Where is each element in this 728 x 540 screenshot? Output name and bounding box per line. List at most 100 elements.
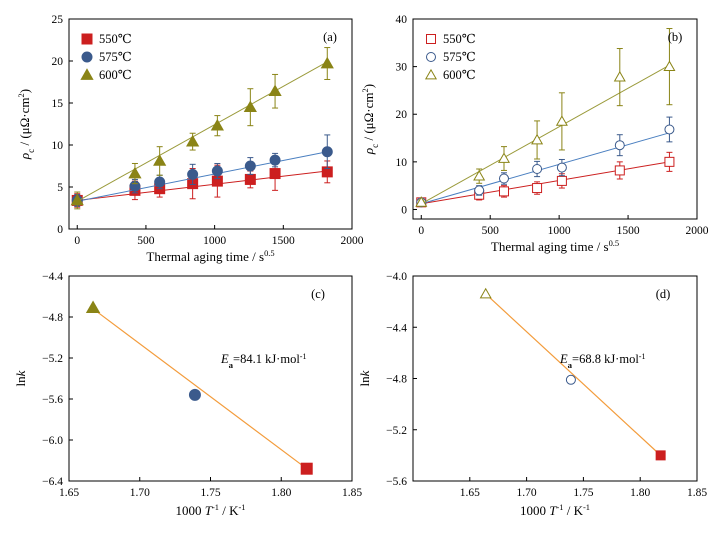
data-point-p1-1-5 xyxy=(614,140,625,151)
y-tick-label-p1-2-part: 20 xyxy=(396,109,408,121)
x-tick-label-p1-4: 2000 xyxy=(686,225,709,237)
data-point-p0-2-6 xyxy=(268,84,282,97)
legend-label-p0-1-part: 575℃ xyxy=(99,50,132,64)
data-point-p1-1-3 xyxy=(532,164,543,174)
x-tick-label-p0-1: 500 xyxy=(137,235,155,247)
y-tick-label-p0-1-part: 5 xyxy=(57,182,63,194)
x-tick-label-p3-2: 1.75 xyxy=(573,487,593,499)
y-tick-label-p0-2: 10 xyxy=(52,140,64,152)
data-point-p1-2-2 xyxy=(497,152,511,163)
legend-label-p0-2-part: 600℃ xyxy=(99,68,132,82)
y-tick-label-p3-1: −5.2 xyxy=(386,425,407,437)
y-tick-label-p2-5-part: −4.4 xyxy=(42,271,63,283)
y-tick-label-p2-4: −4.8 xyxy=(42,312,63,324)
y-tick-label-p1-3: 30 xyxy=(396,62,408,74)
y-axis-label-p0-part: c xyxy=(26,149,36,153)
y-axis-label-p1-part: ) xyxy=(361,84,376,88)
y-tick-label-p1-0: 0 xyxy=(401,204,407,216)
x-tick-label-p0-3: 1500 xyxy=(272,235,295,247)
y-tick-label-p1-4-part: 40 xyxy=(396,14,408,26)
legend-label-p1-2-part: 600℃ xyxy=(443,68,476,82)
legend-marker-p1-1 xyxy=(426,52,436,62)
data-point-p1-2-0 xyxy=(415,196,428,207)
y-tick-label-p2-0-part: −6.4 xyxy=(42,476,63,488)
x-tick-label-p2-4-part: 1.85 xyxy=(342,487,362,499)
x-tick-label-p2-2-part: 1.75 xyxy=(200,487,220,499)
y-axis-label-p1-part: ρ xyxy=(361,148,376,155)
x-axis-label-p2: 1000 T-1 / K-1 xyxy=(175,502,245,518)
y-tick-label-p1-2: 20 xyxy=(396,109,408,121)
y-tick-label-p0-5: 25 xyxy=(52,14,64,26)
x-tick-label-p3-3: 1.80 xyxy=(630,487,650,499)
legend-marker-p0-1 xyxy=(81,51,93,63)
data-point-p0-1-7 xyxy=(321,146,333,158)
data-point-p0-2-1 xyxy=(128,166,142,179)
plot-frame-p1 xyxy=(412,18,698,220)
legend-marker-p0-0 xyxy=(81,33,93,45)
data-point-p1-2-1 xyxy=(473,169,486,181)
legend-label-p0-1: 575℃ xyxy=(99,50,132,64)
x-tick-label-p0-3-part: 1500 xyxy=(272,235,295,247)
fit-line-p2 xyxy=(92,308,308,470)
x-axis-label-p2-part: -1 xyxy=(238,502,245,512)
y-tick-label-p3-4: −4.0 xyxy=(386,271,407,283)
data-point-p0-2-7 xyxy=(320,56,334,69)
fit-line-p0-1 xyxy=(77,151,328,202)
legend-label-p1-0: 550℃ xyxy=(443,32,476,46)
y-tick-label-p3-3-part: −4.4 xyxy=(386,322,407,334)
y-tick-label-p1-1-part: 10 xyxy=(396,157,408,169)
y-tick-label-p0-4-part: 20 xyxy=(52,56,64,68)
y-axis-label-p1-part: c xyxy=(370,144,380,148)
y-tick-label-p2-0: −6.4 xyxy=(42,476,63,488)
x-tick-label-p3-3-part: 1.80 xyxy=(630,487,650,499)
x-tick-label-p2-2: 1.75 xyxy=(200,487,220,499)
data-point-p1-0-4 xyxy=(556,175,567,186)
y-axis-label-p2-part: ln xyxy=(13,376,28,387)
data-point-p2-2 xyxy=(300,462,313,475)
x-axis-label-p1: Thermal aging time / s0.5 xyxy=(491,238,619,254)
x-tick-label-p2-0: 1.65 xyxy=(59,487,79,499)
activation-energy-label-p2: Ea=84.1 kJ·mol-1 xyxy=(220,352,307,371)
x-tick-label-p1-3-part: 1500 xyxy=(617,225,640,237)
x-axis-label-p3-part: 1000 xyxy=(520,503,549,518)
y-axis-label-p1-part: 2 xyxy=(360,88,370,92)
data-point-p0-1-3 xyxy=(187,168,199,180)
data-point-p2-1 xyxy=(188,388,201,401)
activation-energy-label-p3-part: -1 xyxy=(639,352,646,361)
panel-label-p3-part: (d) xyxy=(656,287,671,301)
y-axis-label-p1: ρc / (μΩ·cm2) xyxy=(360,84,380,155)
fit-line-p1-2 xyxy=(421,64,670,205)
panel-label-p1: (b) xyxy=(668,30,683,44)
activation-energy-label-p3-part: E xyxy=(559,352,568,366)
y-tick-label-p0-1: 5 xyxy=(57,182,63,194)
y-tick-label-p3-0: −5.6 xyxy=(386,476,407,488)
x-tick-label-p0-0-part: 0 xyxy=(74,235,80,247)
data-point-p1-2-5 xyxy=(613,70,626,82)
x-tick-label-p2-0-part: 1.65 xyxy=(59,487,79,499)
y-tick-label-p1-4: 40 xyxy=(396,14,408,26)
y-tick-label-p3-0-part: −5.6 xyxy=(386,476,407,488)
data-point-p0-1-4 xyxy=(211,165,223,177)
x-tick-label-p3-2-part: 1.75 xyxy=(573,487,593,499)
y-tick-label-p2-2-part: −5.6 xyxy=(42,394,63,406)
y-axis-label-p0-part: ) xyxy=(17,89,32,93)
panel-label-p3: (d) xyxy=(656,287,671,301)
y-tick-label-p0-0-part: 0 xyxy=(57,224,63,236)
x-tick-label-p1-1-part: 500 xyxy=(482,225,500,237)
panel-label-p1-part: (b) xyxy=(668,30,683,44)
y-tick-label-p3-1-part: −5.2 xyxy=(386,425,407,437)
legend-marker-p1-2 xyxy=(424,68,438,80)
y-tick-label-p1-0-part: 0 xyxy=(401,204,407,216)
x-axis-label-p0-part: 0.5 xyxy=(264,248,275,258)
panel-label-p2-part: (c) xyxy=(311,287,325,301)
y-tick-label-p3-4-part: −4.0 xyxy=(386,271,407,283)
x-tick-label-p1-2-part: 1000 xyxy=(548,225,571,237)
x-tick-label-p3-4: 1.85 xyxy=(687,487,707,499)
x-tick-label-p2-4: 1.85 xyxy=(342,487,362,499)
x-axis-label-p2-part: 1000 xyxy=(175,503,204,518)
data-point-p3-1 xyxy=(565,374,576,385)
activation-energy-label-p2-part: =84.1 kJ·mol xyxy=(233,352,300,366)
data-point-p0-2-4 xyxy=(210,118,224,131)
